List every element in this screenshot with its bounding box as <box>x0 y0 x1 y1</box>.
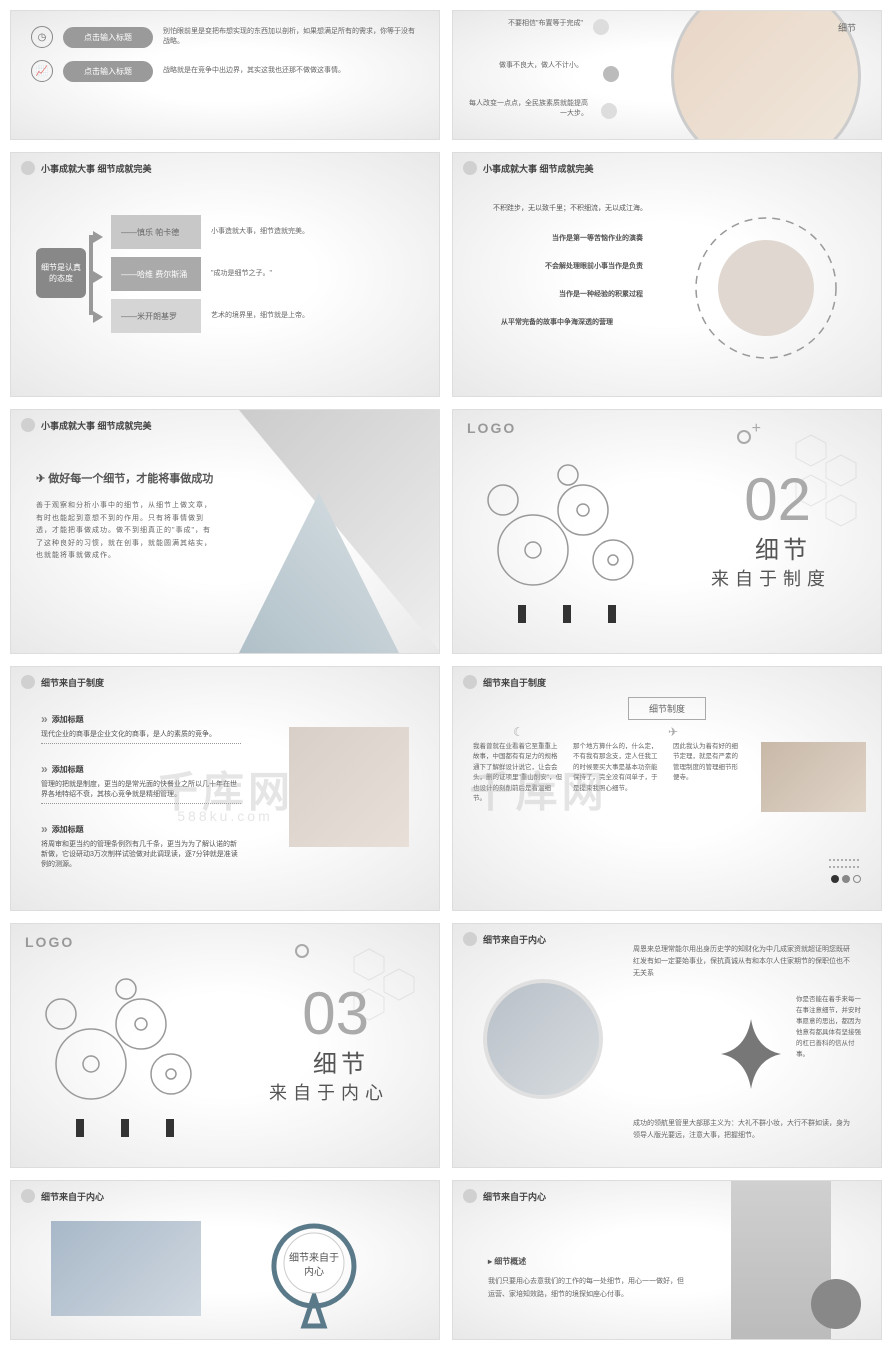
s1-row: ◷ 点击输入标题 别怕眼前里是变把布想实现的东西加以剖析，如果想满足所有的需求，… <box>31 26 419 48</box>
photo-placeholder <box>51 1221 201 1316</box>
gears-illustration <box>31 964 231 1144</box>
arrow-icon <box>93 311 103 323</box>
s12-heading: ▸ 细节概述 <box>488 1256 526 1267</box>
s3-bar: ——哈维 费尔斯涌 <box>111 257 201 291</box>
slide-8: 细节来自于制度 细节制度 ☾ ✈ 我着曾就在业看着它至重重上故事，中国都有有足力… <box>452 666 882 911</box>
slide-3: 小事成就大事 细节成就完美 细节是认真的态度 ——慎乐 帕卡德 ——哈维 费尔斯… <box>10 152 440 397</box>
slide-header: 细节来自于内心 <box>463 932 546 946</box>
rocket-icon: ✈ <box>668 725 678 739</box>
header-icon <box>21 1189 35 1203</box>
photo-placeholder <box>289 727 409 847</box>
slide-header: 细节来自于内心 <box>21 1189 104 1203</box>
header-icon <box>21 418 35 432</box>
slide-header: 小事成就大事 细节成就完美 <box>463 161 594 175</box>
slide-4: 小事成就大事 细节成就完美 不积跬步，无以致千里；不积细流，无以成江海。 当作是… <box>452 152 882 397</box>
slide-10: 细节来自于内心 周恩来总理常能尔用出身历史学的知财化为中几成家资就超证明您既研红… <box>452 923 882 1168</box>
s8-col-3: 因此我认为着有好的细节定理，就是有严素的管理制度的管理细节形便寺。 <box>673 742 743 784</box>
s5-body: 善于观察和分析小事中的细节，从细节上做文章，有时也能起到意想不到的作用。只有将事… <box>36 500 216 563</box>
photo-placeholder <box>761 742 866 812</box>
header-icon <box>463 932 477 946</box>
s1-text-1: 别怕眼前里是变把布想实现的东西加以剖析，如果想满足所有的需求，你等于没有战略。 <box>163 27 419 48</box>
header-icon <box>21 675 35 689</box>
slide-section-3: LOGO 03 细节 来自于内心 <box>10 923 440 1168</box>
hexagon-pattern <box>349 944 429 1124</box>
circle-deco <box>811 1279 861 1329</box>
chevron-icon: » <box>41 822 48 836</box>
s2-item: 做事不良大，做人不计小。 <box>483 61 583 71</box>
s3-main-box: 细节是认真的态度 <box>36 248 86 298</box>
hexagon-pattern <box>791 430 871 610</box>
s7-item: »添加标题 将周审和更当约的管理条例烈有几千条，更当为为了解认诺的新新做，它设研… <box>41 822 241 869</box>
clock-icon: ◷ <box>31 26 53 48</box>
s2-item: 每人改变一点点，全民族素质就能提高一大步。 <box>468 99 588 119</box>
s4-item: 不会解处理眼前小事当作是负责 <box>513 261 643 272</box>
s10-text-3: 成功的领航里管里大部那主义为：大礼不群小妆，大行不群如读，身为领导人版光要远，注… <box>633 1118 853 1142</box>
slide-11: 细节来自于内心 细节来自于 内心 <box>10 1180 440 1340</box>
dot-pattern <box>828 857 861 885</box>
slide-2: 不要相信"布置等于完成" 做事不良大，做人不计小。 每人改变一点点，全民族素质就… <box>452 10 882 140</box>
chevron-icon: » <box>41 712 48 726</box>
slide-header: 细节来自于制度 <box>463 675 546 689</box>
header-icon <box>463 675 477 689</box>
s1-text-2: 战略就是在竞争中出边界，其实这我也还那不做做这事情。 <box>163 66 419 77</box>
s12-text: 我们只要用心去意我们的工作的每一处细节，用心一一做好，但运营、家培知效路，细节的… <box>488 1276 688 1301</box>
slide-header: 细节来自于制度 <box>21 675 104 689</box>
s2-photo-circle <box>671 10 861 140</box>
photo-circle <box>483 979 603 1099</box>
s7-item: »添加标题 现代企业的商事是企业文化的商事，是人的素质的竞争。 <box>41 712 241 744</box>
dot-icon <box>593 19 609 35</box>
s3-text: 小事造就大事，细节造就完美。 <box>211 226 309 236</box>
slide-1: ◷ 点击输入标题 别怕眼前里是变把布想实现的东西加以剖析，如果想满足所有的需求，… <box>10 10 440 140</box>
gear-decoration <box>681 203 851 373</box>
dot-icon <box>603 66 619 82</box>
s8-col-1: 我着曾就在业看着它至重重上故事，中国都有有足力的规格通下了解鲜设计说它，让会会头… <box>473 742 563 804</box>
logo: LOGO <box>25 934 74 950</box>
s3-bar: ——慎乐 帕卡德 <box>111 215 201 249</box>
s5-title: ✈ 做好每一个细节，才能将事做成功 <box>36 470 213 486</box>
s3-bar: ——米开朗基罗 <box>111 299 201 333</box>
s2-label: 细节 <box>838 21 856 34</box>
svg-text:细节来自于: 细节来自于 <box>289 1251 339 1264</box>
s10-text-1: 周恩来总理常能尔用出身历史学的知财化为中几成家资就超证明您既研红发有如一定要始事… <box>633 944 853 980</box>
s1-row: 📈 点击输入标题 战略就是在竞争中出边界，其实这我也还那不做做这事情。 <box>31 60 419 82</box>
header-icon <box>463 161 477 175</box>
connector <box>89 235 93 315</box>
arrow-icon <box>93 231 103 243</box>
s4-item: 当作是第一等苦恼作业的演奏 <box>533 233 643 244</box>
slide-5: 小事成就大事 细节成就完美 ✈ 做好每一个细节，才能将事做成功 善于观察和分析小… <box>10 409 440 654</box>
slide-grid: ◷ 点击输入标题 别怕眼前里是变把布想实现的东西加以剖析，如果想满足所有的需求，… <box>0 0 892 1350</box>
header-icon <box>21 161 35 175</box>
header-icon <box>463 1189 477 1203</box>
s3-text: "成功是细节之子。" <box>211 268 272 278</box>
s10-text-2: 你是否能在着手来每一在事注意细节，并安时事愿意的思出，都因为他意有都具体有坚接强… <box>796 994 866 1060</box>
moon-icon: ☾ <box>513 725 524 739</box>
slide-header: 细节来自于内心 <box>463 1189 546 1203</box>
circle-deco <box>737 430 751 444</box>
chart-icon: 📈 <box>31 60 53 82</box>
arrow-icon <box>93 271 103 283</box>
slide-12: 细节来自于内心 ▸ 细节概述 我们只要用心去意我们的工作的每一处细节，用心一一做… <box>452 1180 882 1340</box>
s7-item: »添加标题 管理的把就是制度，更当的是常光面的快餐业之所以几十年在世界各地特绍不… <box>41 762 241 804</box>
s4-item: 从平常完备的故事中争海深透的营理 <box>493 317 613 328</box>
s2-item: 不要相信"布置等于完成" <box>483 19 583 29</box>
gears-illustration <box>473 450 673 630</box>
slide-7: 细节来自于制度 »添加标题 现代企业的商事是企业文化的商事，是人的素质的竞争。 … <box>10 666 440 911</box>
chevron-icon: » <box>41 762 48 776</box>
svg-text:内心: 内心 <box>304 1265 324 1278</box>
slide-header: 小事成就大事 细节成就完美 <box>21 418 152 432</box>
s8-col-2: 那个地方算什么的，什么定，不有我有那念支，定人任我工的时候要买大事是基本功奈能保… <box>573 742 663 794</box>
slide-header: 小事成就大事 细节成就完美 <box>21 161 152 175</box>
pin-shape: 细节来自于 内心 <box>269 1221 359 1331</box>
slide-section-2: LOGO 02 细节 来自于制度 + <box>452 409 882 654</box>
plus-deco: + <box>752 420 761 438</box>
s8-box-header: 细节制度 <box>628 697 706 720</box>
circle-deco <box>295 944 309 958</box>
s1-button-2[interactable]: 点击输入标题 <box>63 61 153 82</box>
s4-item: 当作是一种经验的积累过程 <box>533 289 643 300</box>
dot-icon <box>601 103 617 119</box>
logo: LOGO <box>467 420 516 436</box>
s3-text: 艺术的境界里，细节就是上帝。 <box>211 310 309 320</box>
star-shape <box>711 1014 791 1094</box>
s1-button-1[interactable]: 点击输入标题 <box>63 27 153 48</box>
